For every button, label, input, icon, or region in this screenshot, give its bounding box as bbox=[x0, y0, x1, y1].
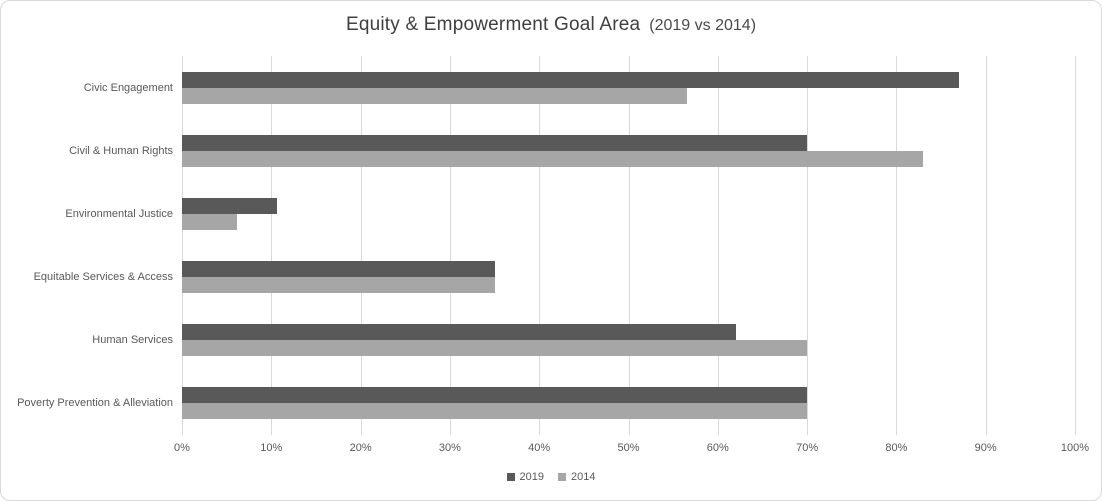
category-label: Environmental Justice bbox=[65, 207, 173, 220]
category-label: Civil & Human Rights bbox=[69, 144, 173, 157]
x-axis-ticks: 0% 10% 20% 30% 40% 50% 60% 70% 80% 90% 100% bbox=[174, 442, 1089, 456]
gridline bbox=[807, 56, 809, 435]
category-row bbox=[182, 182, 1075, 245]
bar-2019 bbox=[182, 261, 495, 278]
category-label: Human Services bbox=[92, 334, 173, 347]
bar-2019 bbox=[182, 71, 959, 88]
gridline bbox=[717, 56, 719, 435]
gridline bbox=[539, 56, 541, 435]
x-tick-label: 30% bbox=[438, 442, 461, 454]
x-tick-label: 0% bbox=[174, 442, 190, 454]
x-tick-label: 40% bbox=[528, 442, 551, 454]
category-row bbox=[182, 119, 1075, 182]
gridline bbox=[985, 56, 987, 435]
bar-2019 bbox=[182, 134, 808, 151]
legend-item-2014: 2014 bbox=[558, 471, 595, 483]
plot-area bbox=[182, 56, 1076, 435]
x-tick-label: 80% bbox=[885, 442, 908, 454]
gridline bbox=[1075, 56, 1076, 435]
category-labels: Civic Engagement Civil & Human Rights Envi… bbox=[1, 56, 173, 435]
legend-label-2014: 2014 bbox=[571, 471, 596, 483]
bar-2019 bbox=[182, 387, 808, 404]
category-row bbox=[182, 309, 1075, 372]
category-row bbox=[182, 56, 1075, 119]
gridline bbox=[628, 56, 630, 435]
x-tick-label: 10% bbox=[260, 442, 283, 454]
category-row bbox=[182, 246, 1075, 309]
category-label: Poverty Prevention & Alleviation bbox=[17, 397, 173, 410]
chart-title-suffix: (2019 vs 2014) bbox=[649, 17, 757, 34]
bar-2014 bbox=[182, 277, 495, 294]
category-label: Civic Engagement bbox=[83, 81, 173, 94]
bar-2014 bbox=[182, 150, 924, 167]
gridline bbox=[896, 56, 898, 435]
x-tick-label: 50% bbox=[617, 442, 640, 454]
bar-2019 bbox=[182, 197, 277, 214]
bar-2014 bbox=[182, 403, 808, 420]
chart-title: Equity & Empowerment Goal Area (2019 vs 2… bbox=[1, 14, 1101, 36]
x-tick-label: 100% bbox=[1060, 442, 1090, 454]
x-tick-label: 70% bbox=[796, 442, 819, 454]
legend-swatch-2019-icon bbox=[506, 473, 515, 481]
category-row bbox=[182, 372, 1075, 435]
legend: 2019 2014 bbox=[1, 471, 1101, 483]
category-label: Equitable Services & Access bbox=[33, 271, 173, 284]
legend-item-2019: 2019 bbox=[506, 471, 544, 483]
x-tick-label: 60% bbox=[706, 442, 729, 454]
legend-label-2019: 2019 bbox=[519, 471, 544, 483]
bar-2014 bbox=[182, 213, 238, 230]
chart-title-main: Equity & Empowerment Goal Area bbox=[345, 14, 641, 35]
bar-2019 bbox=[182, 324, 736, 341]
bar-2014 bbox=[182, 340, 808, 357]
gridline bbox=[449, 56, 451, 435]
gridline bbox=[182, 56, 183, 435]
x-tick-label: 90% bbox=[974, 442, 997, 454]
x-tick-label: 20% bbox=[349, 442, 372, 454]
bar-2014 bbox=[182, 87, 687, 104]
legend-swatch-2014-icon bbox=[558, 473, 566, 481]
gridline bbox=[360, 56, 362, 435]
gridline bbox=[271, 56, 273, 435]
